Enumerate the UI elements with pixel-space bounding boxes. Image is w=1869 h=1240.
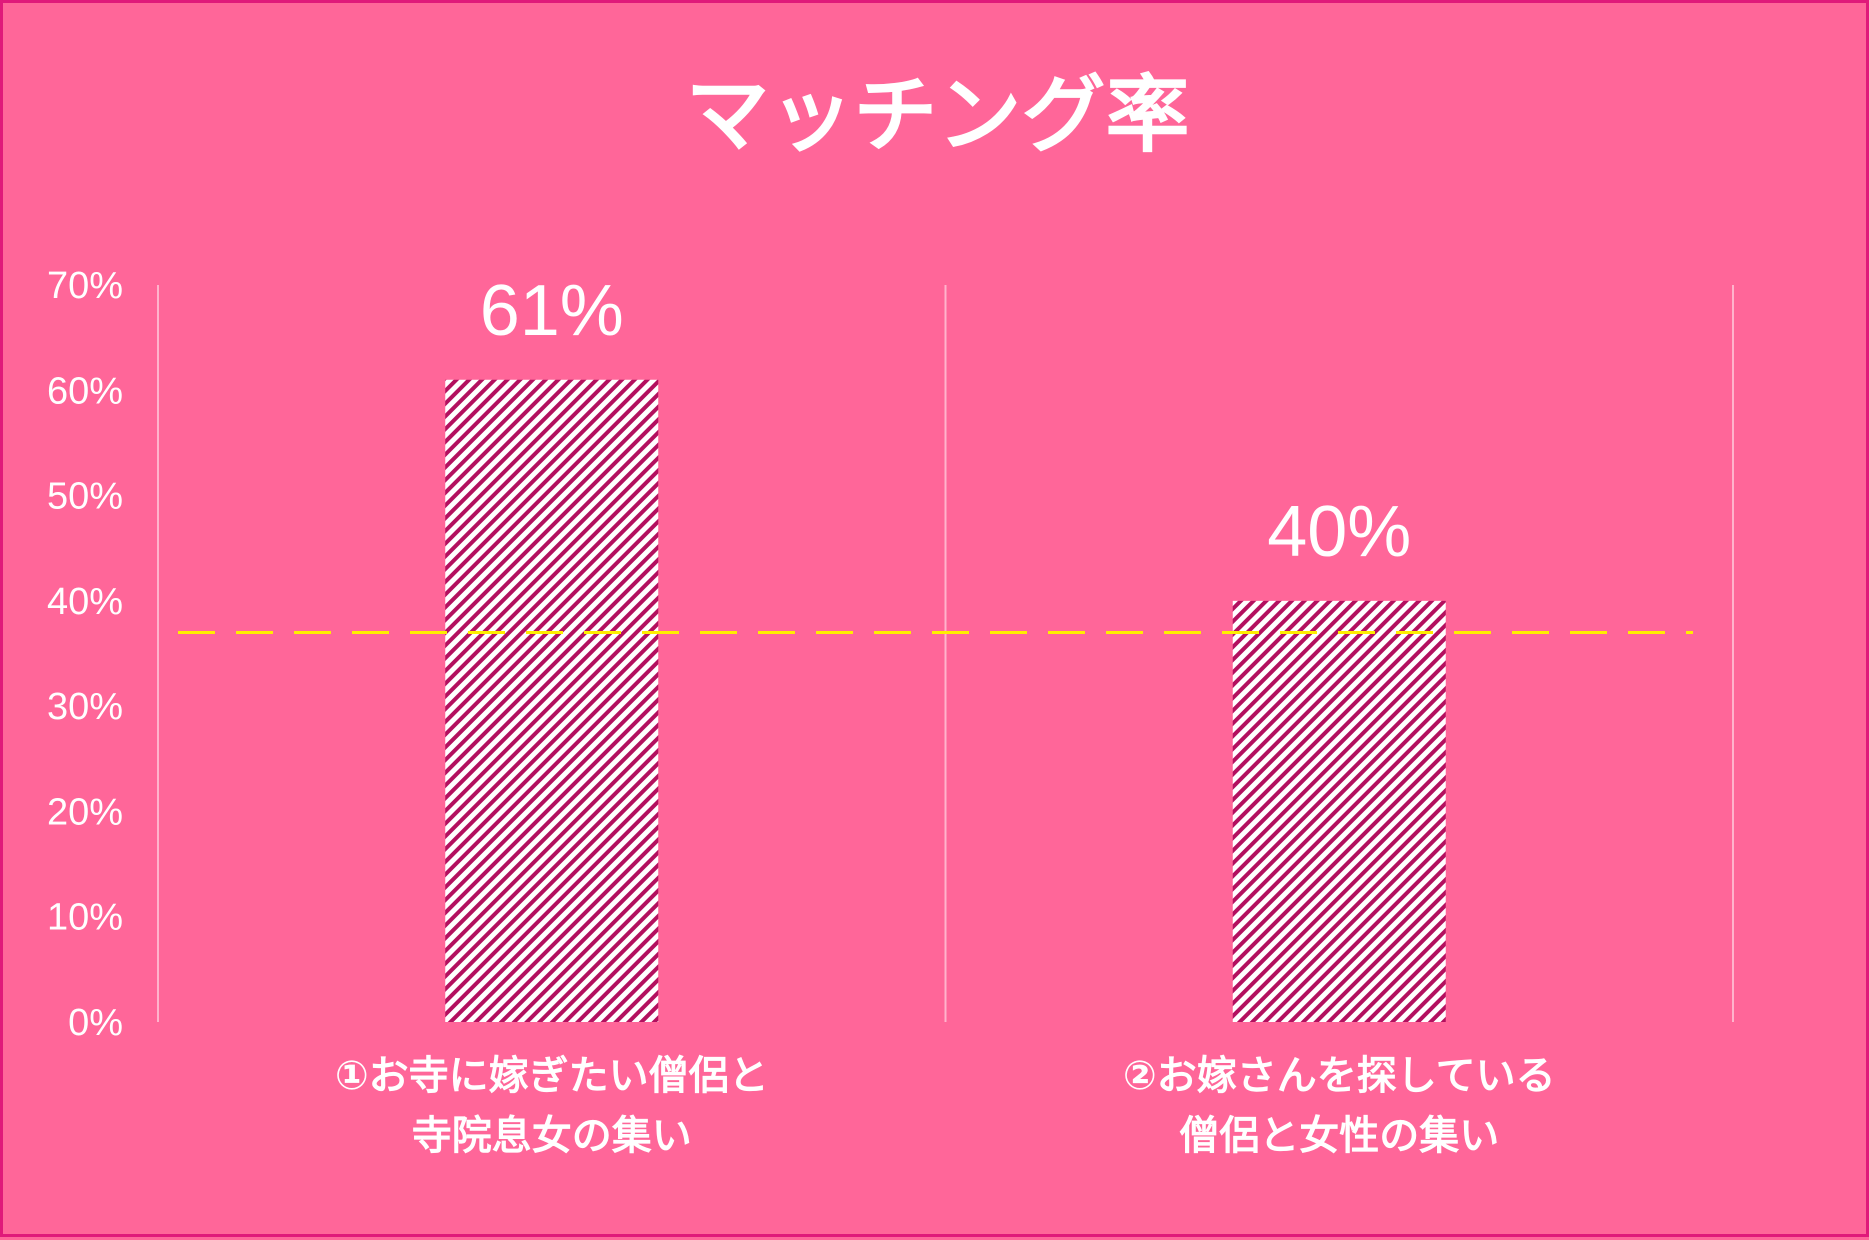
category-label: 寺院息女の集い — [412, 1113, 692, 1159]
bar-chart: 0% 10% 20% 30% 40% 50% 60% 70% 61% ①お寺に嫁ぎたい僧侶と寺院息… — [47, 265, 1734, 1159]
data-label: 61% — [480, 271, 624, 351]
data-label: 40% — [1267, 492, 1411, 572]
y-tick-label: 10% — [47, 897, 123, 939]
y-tick-label: 0% — [68, 1002, 123, 1044]
y-tick-label: 40% — [47, 581, 123, 623]
y-tick-label: 30% — [47, 686, 123, 728]
y-tick-label: 50% — [47, 476, 123, 518]
category-label: ①お寺に嫁ぎたい僧侶と — [335, 1053, 769, 1099]
bar — [1232, 600, 1446, 1022]
chart-title: マッチング率 — [685, 66, 1190, 164]
category-label: ②お嫁さんを探している — [1123, 1053, 1556, 1099]
category-label: 僧侶と女性の集い — [1179, 1113, 1499, 1159]
y-tick-label: 60% — [47, 370, 123, 412]
bar — [445, 379, 659, 1022]
y-tick-label: 70% — [47, 265, 123, 307]
y-tick-label: 20% — [47, 791, 123, 833]
